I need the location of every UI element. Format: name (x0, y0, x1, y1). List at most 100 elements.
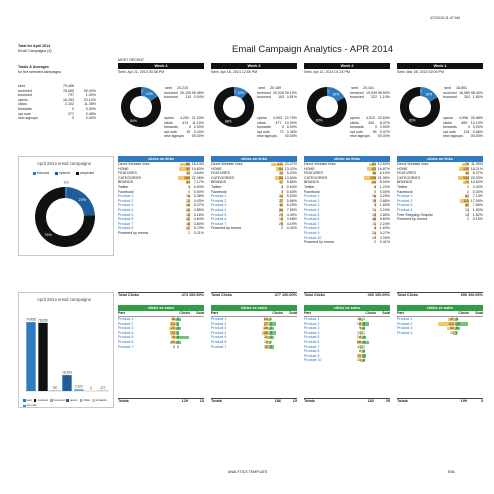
sales-row[interactable]: Product 2 19 5 (304, 322, 390, 327)
link-row[interactable]: Twitter 6 1.22% (304, 185, 390, 190)
sales-row[interactable]: Product 5 14 3 (304, 335, 390, 340)
link-row[interactable]: FEATURES 42 6.37% (397, 171, 483, 176)
link-row[interactable]: Product 8 8 1.63% (304, 226, 390, 231)
link-row[interactable]: Product 10 10 2.03% (304, 236, 390, 241)
sales-row[interactable]: Product 1 24 1 (211, 317, 297, 322)
link-row[interactable]: Product 2 27 5.66% (211, 199, 297, 204)
link-row[interactable]: Product 1 16 3.38% (118, 194, 204, 199)
link-row[interactable]: Powered by emma 1 0.21% (118, 231, 204, 236)
link-row[interactable]: Product 5 14 2.85% (304, 213, 390, 218)
link-row[interactable]: Product 4 36 7.55% (211, 208, 297, 213)
link-row[interactable]: Product 4 23 4.85% (118, 208, 204, 213)
link-clicks-value: 25 (186, 203, 190, 208)
sales-sold-value: 5 (363, 321, 365, 326)
link-row[interactable]: CATEGORIES 134 20.33% (397, 176, 483, 181)
sales-row[interactable]: Product 2 27 3 (211, 322, 297, 327)
sales-row[interactable]: Product 1 16 1 (304, 317, 390, 322)
sales-part: Product 9 (304, 353, 320, 358)
link-row[interactable]: Direct Website links 62 12.60% (304, 162, 390, 167)
link-row[interactable]: FEATURES 30 6.10% (304, 171, 390, 176)
link-row[interactable]: BRANDS 70 10.62% (397, 180, 483, 185)
link-row[interactable]: BRANDS 34 7.17% (118, 180, 204, 185)
sales-row[interactable]: Product 4 12 2 (397, 331, 483, 336)
link-row[interactable]: FEATURES 22 4.64% (118, 171, 204, 176)
link-row[interactable]: HOME 83 16.87% (304, 167, 390, 172)
link-row[interactable]: HOME 120 18.21% (397, 167, 483, 172)
sales-row[interactable]: Product 4 23 1 (118, 331, 204, 336)
link-row[interactable]: Product 6 28 5.69% (304, 217, 390, 222)
sales-row[interactable]: Product 5 21 2 (211, 335, 297, 340)
sales-row[interactable]: Product 6 28 5 (304, 340, 390, 345)
link-row[interactable]: Direct Website links 111 23.27% (211, 162, 297, 167)
sales-row[interactable]: Product 4 11 1 (304, 331, 390, 336)
link-row[interactable]: Powered by emma 1 0.15% (397, 217, 483, 222)
sales-row[interactable]: Product 7 11 1 (304, 345, 390, 350)
link-row[interactable]: Product 4 11 2.24% (304, 208, 390, 213)
link-row[interactable]: Powered by emma 2 0.42% (211, 226, 297, 231)
link-row[interactable]: CATEGORIES 66 13.84% (211, 176, 297, 181)
sales-part: Product 5 (118, 335, 134, 340)
sales-row[interactable]: Product 2 21 1 (118, 322, 204, 327)
link-row[interactable]: Product 1 47 7.13% (397, 194, 483, 199)
link-row[interactable]: BRANDS 27 5.66% (211, 180, 297, 185)
link-row[interactable]: HOME 94 19.83% (118, 167, 204, 172)
link-row[interactable]: CATEGORIES 106 22.36% (118, 176, 204, 181)
sales-row[interactable]: Product 3 52 5 (397, 326, 483, 331)
sales-row[interactable]: Product 10 10 2 (304, 358, 390, 363)
link-row[interactable]: Powered by emma 2 0.41% (304, 240, 390, 245)
link-row[interactable]: Product 2 19 3.86% (304, 199, 390, 204)
link-row[interactable]: Product 3 30 6.29% (211, 203, 297, 208)
sales-sold-cell: 2 (362, 358, 390, 363)
link-row[interactable]: Free Shipping Graphic 12 1.82% (397, 213, 483, 218)
link-row[interactable]: HOME 64 13.42% (211, 167, 297, 172)
week-stat-row: new signups 0 0.00% (164, 134, 204, 139)
sales-row[interactable]: Product 7 20 2 (211, 345, 297, 350)
link-row[interactable]: Facebook 2 0.30% (397, 190, 483, 195)
link-row[interactable]: Twitter 3 0.63% (118, 185, 204, 190)
sales-sold-bar (176, 322, 179, 326)
sales-row[interactable]: Product 3 25 2 (118, 326, 204, 331)
sales-row[interactable]: Product 6 19 1 (211, 340, 297, 345)
sales-row[interactable]: Product 3 30 2 (211, 326, 297, 331)
sales-row[interactable]: Product 6 22 2 (118, 340, 204, 345)
link-row[interactable]: Product 8 27 5.70% (118, 226, 204, 231)
link-row[interactable]: Twitter 3 0.63% (211, 185, 297, 190)
link-row[interactable]: Product 3 25 5.27% (118, 203, 204, 208)
link-row[interactable]: Product 1 16 3.25% (304, 194, 390, 199)
sales-clicks-value: 30 (264, 326, 268, 331)
link-row[interactable]: Product 3 52 7.89% (397, 203, 483, 208)
link-row[interactable]: Product 5 15 3.16% (118, 213, 204, 218)
link-row[interactable]: BRANDS 44 8.94% (304, 180, 390, 185)
link-row[interactable]: Product 1 24 5.03% (211, 194, 297, 199)
sales-row[interactable]: Product 9 21 3 (304, 354, 390, 359)
link-row[interactable]: Product 2 112 17.00% (397, 199, 483, 204)
sales-row[interactable]: Product 2 112 12 (397, 322, 483, 327)
link-row[interactable]: FEATURES 24 5.03% (211, 171, 297, 176)
link-row[interactable]: Direct Website links 79 11.99% (397, 162, 483, 167)
sales-row[interactable]: Product 4 36 3 (211, 331, 297, 336)
link-row[interactable]: Product 2 21 4.43% (118, 199, 204, 204)
link-row[interactable]: Product 7 18 3.80% (118, 222, 204, 227)
sales-sold-value: 3 (363, 353, 365, 358)
link-row[interactable]: Twitter 2 0.30% (397, 185, 483, 190)
link-row[interactable]: CATEGORIES 108 21.95% (304, 176, 390, 181)
link-row[interactable]: Facebook 0 0.00% (304, 190, 390, 195)
link-row[interactable]: Product 3 9 1.83% (304, 203, 390, 208)
link-row[interactable]: Product 5 21 4.40% (211, 213, 297, 218)
link-row[interactable]: Direct Website links 86 18.14% (118, 162, 204, 167)
link-row[interactable]: Product 7 20 4.19% (211, 222, 297, 227)
sales-row[interactable]: Product 1 47 3 (397, 317, 483, 322)
link-clicks-value: 134 (463, 175, 469, 180)
sales-row[interactable]: Product 1 16 2 (118, 317, 204, 322)
link-row[interactable]: Facebook 0 0.00% (118, 190, 204, 195)
link-row[interactable]: Product 4 12 1.82% (397, 208, 483, 213)
sales-row[interactable]: Product 5 15 5 (118, 335, 204, 340)
link-row[interactable]: Product 6 22 4.64% (118, 217, 204, 222)
link-row[interactable]: Product 7 11 2.24% (304, 222, 390, 227)
link-row[interactable]: Facebook 3 0.63% (211, 190, 297, 195)
link-row[interactable]: Product 9 21 4.27% (304, 231, 390, 236)
link-row[interactable]: Product 6 19 3.98% (211, 217, 297, 222)
